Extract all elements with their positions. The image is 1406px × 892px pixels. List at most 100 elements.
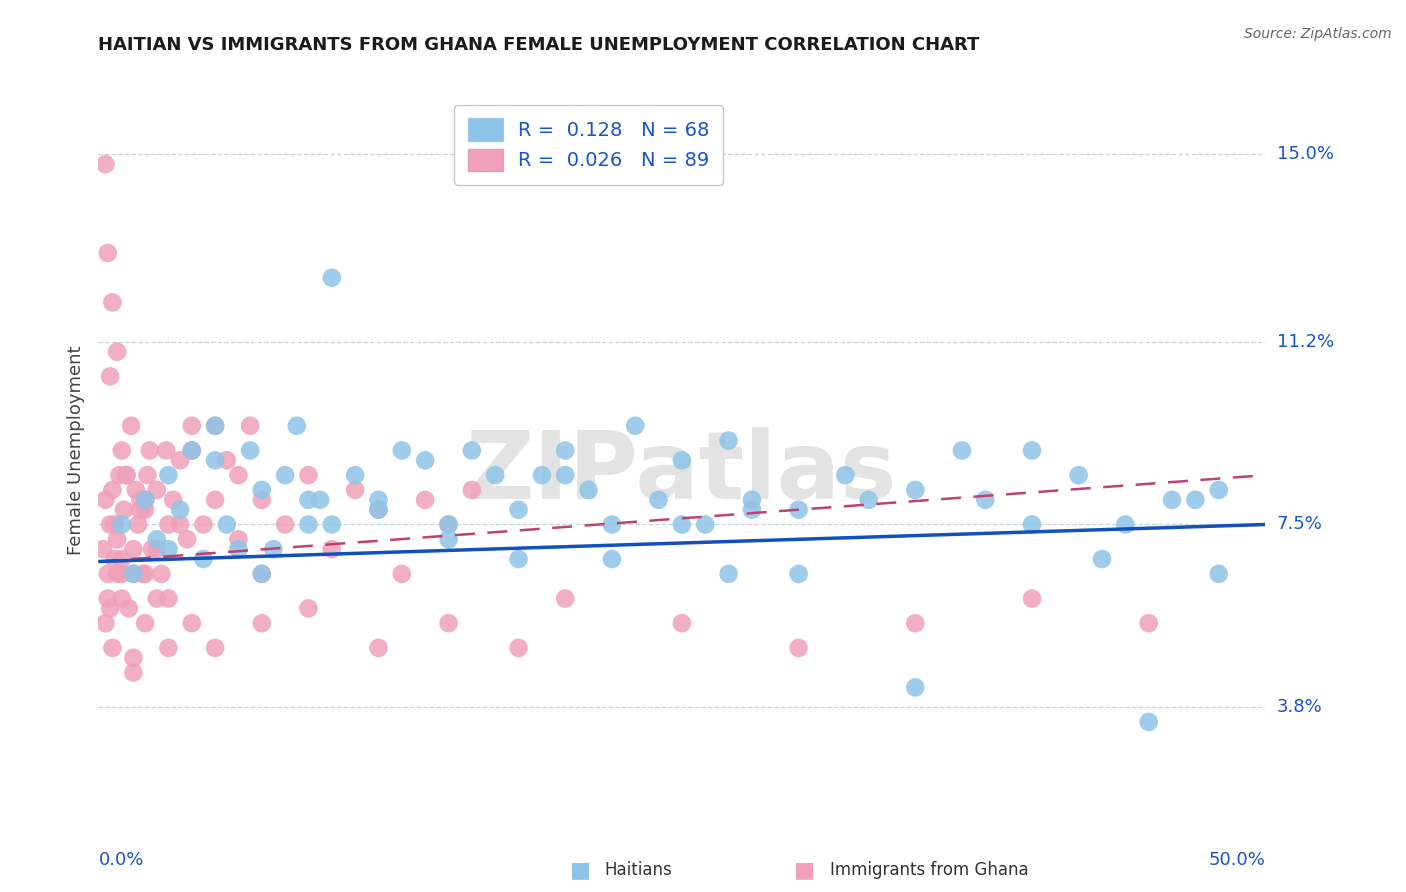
Point	[162, 492, 184, 507]
Point	[787, 640, 810, 655]
Point	[204, 492, 226, 507]
Point	[1137, 616, 1160, 631]
Point	[98, 517, 121, 532]
Point	[98, 601, 121, 615]
Point	[157, 542, 180, 557]
Point	[157, 640, 180, 655]
Point	[141, 542, 163, 557]
Point	[508, 640, 530, 655]
Point	[600, 517, 623, 532]
Text: HAITIAN VS IMMIGRANTS FROM GHANA FEMALE UNEMPLOYMENT CORRELATION CHART: HAITIAN VS IMMIGRANTS FROM GHANA FEMALE …	[98, 36, 980, 54]
Point	[250, 566, 273, 581]
Point	[1137, 714, 1160, 729]
Point	[391, 566, 413, 581]
Point	[437, 517, 460, 532]
Point	[321, 270, 343, 285]
Point	[193, 552, 215, 566]
Point	[1067, 468, 1090, 483]
Point	[1021, 443, 1043, 458]
Point	[97, 591, 120, 606]
Point	[717, 434, 740, 448]
Point	[98, 369, 121, 384]
Text: 3.8%: 3.8%	[1277, 698, 1322, 716]
Point	[904, 616, 927, 631]
Point	[239, 443, 262, 458]
Point	[671, 453, 693, 467]
Point	[239, 418, 262, 433]
Point	[125, 483, 148, 497]
Point	[484, 468, 506, 483]
Point	[250, 492, 273, 507]
Point	[204, 418, 226, 433]
Point	[904, 681, 927, 695]
Point	[297, 517, 319, 532]
Point	[118, 601, 141, 615]
Point	[741, 492, 763, 507]
Point	[101, 295, 124, 310]
Point	[129, 492, 152, 507]
Point	[297, 468, 319, 483]
Point	[134, 616, 156, 631]
Point	[134, 502, 156, 516]
Point	[250, 616, 273, 631]
Point	[321, 542, 343, 557]
Point	[111, 591, 134, 606]
Point	[228, 542, 250, 557]
Point	[367, 640, 389, 655]
Point	[578, 483, 600, 497]
Point	[97, 566, 120, 581]
Point	[344, 483, 367, 497]
Point	[858, 492, 880, 507]
Point	[155, 443, 177, 458]
Point	[413, 453, 436, 467]
Point	[134, 492, 156, 507]
Text: Haitians: Haitians	[605, 861, 672, 879]
Point	[146, 591, 169, 606]
Point	[91, 542, 114, 557]
Point	[717, 566, 740, 581]
Point	[647, 492, 669, 507]
Point	[180, 443, 202, 458]
Text: Immigrants from Ghana: Immigrants from Ghana	[830, 861, 1028, 879]
Text: 15.0%: 15.0%	[1277, 145, 1333, 163]
Point	[105, 566, 128, 581]
Text: 50.0%: 50.0%	[1209, 851, 1265, 869]
Point	[391, 443, 413, 458]
Text: 0.0%: 0.0%	[98, 851, 143, 869]
Point	[176, 533, 198, 547]
Point	[600, 552, 623, 566]
Point	[94, 157, 117, 171]
Point	[508, 552, 530, 566]
Point	[94, 492, 117, 507]
Point	[904, 483, 927, 497]
Point	[1114, 517, 1136, 532]
Point	[146, 533, 169, 547]
Point	[671, 517, 693, 532]
Point	[1208, 566, 1230, 581]
Point	[367, 502, 389, 516]
Point	[132, 566, 155, 581]
Point	[1208, 483, 1230, 497]
Y-axis label: Female Unemployment: Female Unemployment	[66, 346, 84, 555]
Point	[1161, 492, 1184, 507]
Point	[215, 517, 238, 532]
Text: ZIPatlas: ZIPatlas	[467, 426, 897, 518]
Point	[1021, 517, 1043, 532]
Point	[150, 566, 173, 581]
Point	[554, 591, 576, 606]
Text: ■: ■	[569, 860, 591, 880]
Point	[285, 418, 308, 433]
Point	[228, 533, 250, 547]
Point	[274, 517, 297, 532]
Text: Source: ZipAtlas.com: Source: ZipAtlas.com	[1244, 27, 1392, 41]
Point	[104, 552, 127, 566]
Point	[297, 492, 319, 507]
Point	[344, 468, 367, 483]
Point	[120, 418, 142, 433]
Point	[157, 468, 180, 483]
Point	[136, 468, 159, 483]
Point	[157, 517, 180, 532]
Point	[115, 468, 138, 483]
Text: 11.2%: 11.2%	[1277, 333, 1334, 351]
Point	[671, 616, 693, 631]
